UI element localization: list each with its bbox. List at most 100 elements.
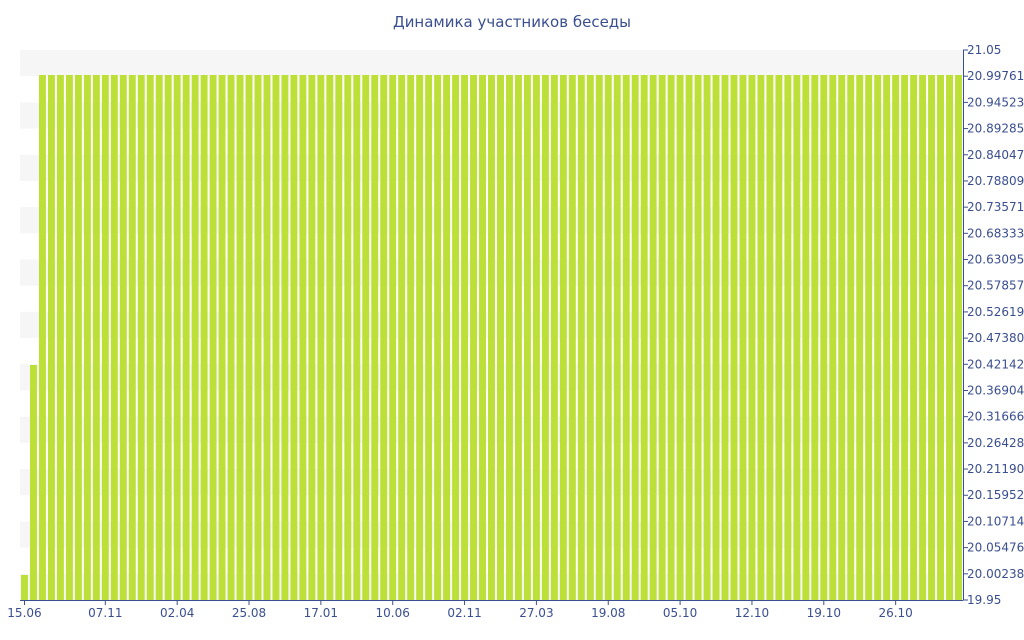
bar [613, 75, 621, 600]
background-band [20, 50, 963, 77]
bar [335, 75, 343, 600]
bar [604, 75, 612, 600]
x-tick-label: 25.08 [232, 606, 266, 620]
x-tick-label: 02.11 [447, 606, 481, 620]
bar [676, 75, 684, 600]
y-tick-label: 20.36904 [967, 383, 1024, 397]
bar [452, 75, 460, 600]
bar [119, 75, 127, 600]
bar [865, 75, 873, 600]
bar [937, 75, 945, 600]
bar [362, 75, 370, 600]
bar [398, 75, 406, 600]
bar [928, 75, 936, 600]
bar [523, 75, 531, 600]
bar [146, 75, 154, 600]
bar [236, 75, 244, 600]
bar [802, 75, 810, 600]
x-tick-label: 12.10 [735, 606, 769, 620]
bar [110, 75, 118, 600]
bar [667, 75, 675, 600]
bar [434, 75, 442, 600]
bar [559, 75, 567, 600]
bar [649, 75, 657, 600]
bar [380, 75, 388, 600]
x-tick-label: 05.10 [663, 606, 697, 620]
y-tick-label: 20.15952 [967, 488, 1024, 502]
bar [595, 75, 603, 600]
y-tick-label: 20.42142 [967, 357, 1024, 371]
bar [344, 75, 352, 600]
bar [838, 75, 846, 600]
bar [640, 75, 648, 600]
x-tick-label: 02.04 [160, 606, 194, 620]
bar [38, 75, 46, 600]
bar [829, 75, 837, 600]
bar [694, 75, 702, 600]
bar [757, 75, 765, 600]
bar [955, 75, 962, 600]
bar [65, 75, 73, 600]
bar [712, 75, 720, 600]
bar [353, 75, 361, 600]
y-tick-label: 20.00238 [967, 567, 1024, 581]
bar [793, 75, 801, 600]
y-tick-label: 19.95 [967, 593, 1001, 607]
bar [739, 75, 747, 600]
bar [29, 365, 37, 600]
x-tick-label: 07.11 [88, 606, 122, 620]
bar [92, 75, 100, 600]
x-tick-label: 19.10 [807, 606, 841, 620]
bar [883, 75, 891, 600]
bar [137, 75, 145, 600]
bar [83, 75, 91, 600]
y-tick-label: 20.52619 [967, 305, 1024, 319]
bar [910, 75, 918, 600]
bar [847, 75, 855, 600]
bar [550, 75, 558, 600]
bar [703, 75, 711, 600]
chart-title: Динамика участников беседы [392, 13, 632, 31]
bar [568, 75, 576, 600]
y-tick-label: 20.05476 [967, 541, 1024, 555]
bar [209, 75, 217, 600]
y-tick-label: 20.31666 [967, 410, 1024, 424]
bar [443, 75, 451, 600]
x-tick-label: 15.06 [7, 606, 41, 620]
bar [389, 75, 397, 600]
bar [371, 75, 379, 600]
bar [586, 75, 594, 600]
bar [488, 75, 495, 600]
bar [47, 75, 55, 600]
y-tick-label: 20.68333 [967, 226, 1024, 240]
bar [514, 75, 522, 600]
bar [622, 75, 630, 600]
x-tick-label: 17.01 [304, 606, 338, 620]
y-tick-label: 20.89285 [967, 122, 1024, 136]
bar [281, 75, 289, 600]
bar [766, 75, 774, 600]
bar [479, 75, 487, 600]
bar [155, 75, 163, 600]
bar [470, 75, 478, 600]
bar [811, 75, 819, 600]
bar [407, 75, 415, 600]
y-tick-label: 20.73571 [967, 200, 1024, 214]
y-tick-label: 20.47380 [967, 331, 1024, 345]
bar [173, 75, 181, 600]
bar [775, 75, 783, 600]
bar [272, 75, 280, 600]
y-tick-label: 21.05 [967, 43, 1001, 57]
bar [299, 75, 307, 600]
bar [685, 75, 693, 600]
bar [901, 75, 909, 600]
bar [101, 75, 109, 600]
y-tick-label: 20.57857 [967, 279, 1024, 293]
bar [874, 75, 882, 600]
bar [748, 75, 756, 600]
bar [128, 75, 136, 600]
bar [191, 75, 199, 600]
y-tick-label: 20.94523 [967, 95, 1024, 109]
bar [200, 75, 208, 600]
